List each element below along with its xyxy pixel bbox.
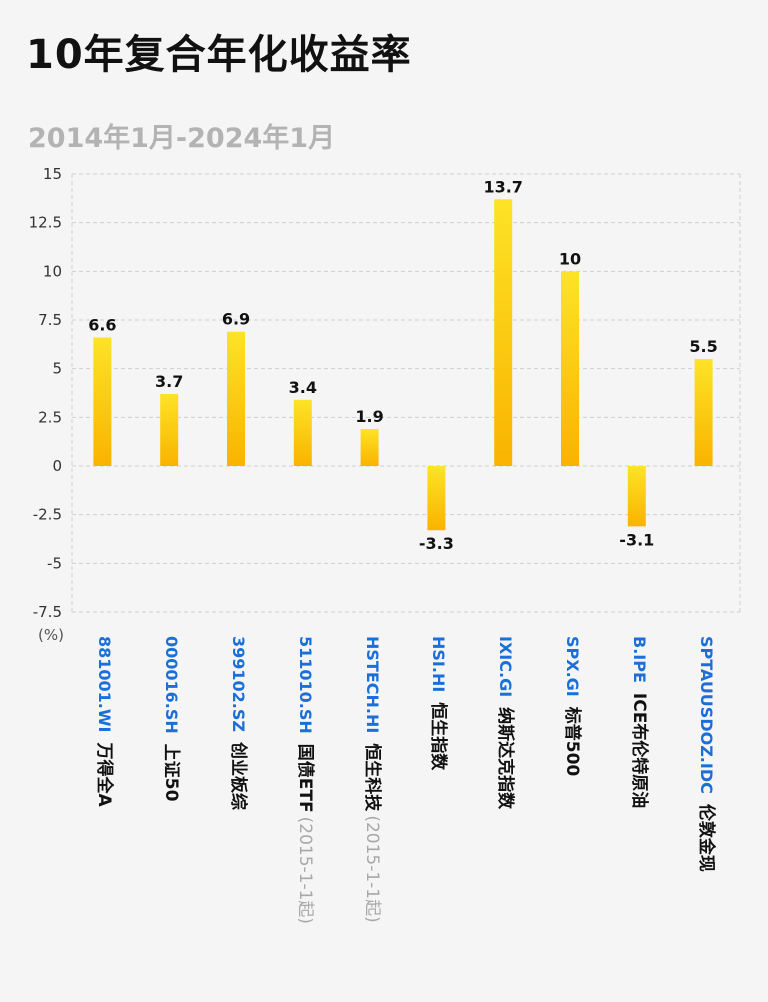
data-label: 3.7 bbox=[155, 372, 183, 391]
bar bbox=[160, 393, 179, 466]
category-code: IXIC.GI bbox=[496, 636, 516, 698]
data-label: 6.6 bbox=[88, 316, 116, 335]
x-tick-label: 881001.WI 万得全A bbox=[94, 636, 115, 807]
category-code: SPTAUUSDOZ.IDC bbox=[696, 636, 716, 794]
y-tick-label: 2.5 bbox=[38, 408, 62, 426]
bar bbox=[93, 337, 112, 466]
category-note: (2015-1-1起) bbox=[294, 816, 315, 925]
y-tick-label: 0 bbox=[52, 457, 62, 475]
category-name: 伦敦金现 bbox=[695, 803, 716, 872]
x-tick-label: 511010.SH 国债ETF (2015-1-1起) bbox=[294, 636, 315, 925]
x-tick-label: 399102.SZ 创业板综 bbox=[228, 636, 248, 810]
category-code: 000016.SH bbox=[162, 636, 182, 734]
labels: 15 12.5 10 7.5 5 2.5 0 -2.5 -5 -7.5 (%) 6.6 3.7 6.9 3.… bbox=[29, 165, 718, 644]
bar bbox=[627, 466, 646, 527]
category-code: HSI.HI bbox=[429, 636, 449, 693]
y-tick-label: -7.5 bbox=[33, 603, 62, 621]
y-tick-label: 7.5 bbox=[38, 311, 62, 329]
category-name: 纳斯达克指数 bbox=[495, 707, 516, 810]
category-name: 国债ETF bbox=[294, 743, 315, 813]
category-code: SPX.GI bbox=[563, 636, 582, 697]
x-tick-label: 000016.SH 上证50 bbox=[161, 636, 182, 802]
bar bbox=[293, 399, 312, 466]
bar bbox=[427, 466, 446, 531]
category-note: (2015-1-1起) bbox=[361, 815, 382, 923]
bars bbox=[93, 199, 713, 531]
x-tick-label: HSTECH.HI 恒生科技 (2015-1-1起) bbox=[361, 636, 382, 923]
y-tick-label: 15 bbox=[43, 165, 62, 183]
x-tick-label: SPTAUUSDOZ.IDC 伦敦金现 bbox=[695, 636, 716, 872]
category-code: HSTECH.HI bbox=[362, 636, 382, 734]
y-tick-label: 5 bbox=[52, 360, 62, 378]
data-label: 13.7 bbox=[483, 177, 522, 196]
bar bbox=[694, 358, 713, 466]
bar bbox=[227, 331, 245, 466]
bar bbox=[360, 429, 379, 466]
data-label: 5.5 bbox=[689, 337, 717, 356]
x-tick-label: SPX.GI 标普500 bbox=[562, 636, 582, 777]
data-label: 1.9 bbox=[355, 407, 383, 426]
data-label: -3.1 bbox=[619, 530, 654, 549]
data-label: 3.4 bbox=[289, 378, 317, 397]
x-tick-label: B.IPE ICE布伦特原油 bbox=[628, 636, 649, 809]
category-name: ICE布伦特原油 bbox=[628, 692, 649, 809]
category-name: 恒生科技 bbox=[361, 743, 382, 812]
data-label: 6.9 bbox=[222, 310, 250, 329]
category-name: 上证50 bbox=[161, 743, 182, 802]
category-code: 399102.SZ bbox=[229, 636, 248, 732]
data-label: 10 bbox=[559, 249, 581, 268]
category-name: 标普500 bbox=[562, 706, 582, 777]
category-code: 881001.WI bbox=[95, 636, 115, 733]
category-name: 创业板综 bbox=[228, 742, 248, 810]
y-tick-label: 12.5 bbox=[29, 214, 62, 232]
chart-subtitle: 2014年1月-2024年1月 bbox=[28, 123, 336, 154]
y-tick-label: -2.5 bbox=[33, 506, 62, 524]
bar bbox=[494, 199, 513, 466]
bar bbox=[561, 271, 579, 466]
category-code: 511010.SH bbox=[295, 636, 315, 734]
category-name: 万得全A bbox=[94, 742, 115, 807]
x-tick-label: IXIC.GI 纳斯达克指数 bbox=[495, 636, 516, 810]
category-name: 恒生指数 bbox=[428, 702, 449, 771]
y-unit-label: (%) bbox=[38, 626, 64, 644]
chart-title: 10年复合年化收益率 bbox=[26, 32, 412, 78]
category-code: B.IPE bbox=[629, 636, 649, 683]
y-tick-label: -5 bbox=[47, 554, 62, 572]
y-tick-label: 10 bbox=[43, 262, 62, 280]
data-label: -3.3 bbox=[419, 534, 454, 553]
x-tick-label: HSI.HI 恒生指数 bbox=[428, 636, 449, 771]
